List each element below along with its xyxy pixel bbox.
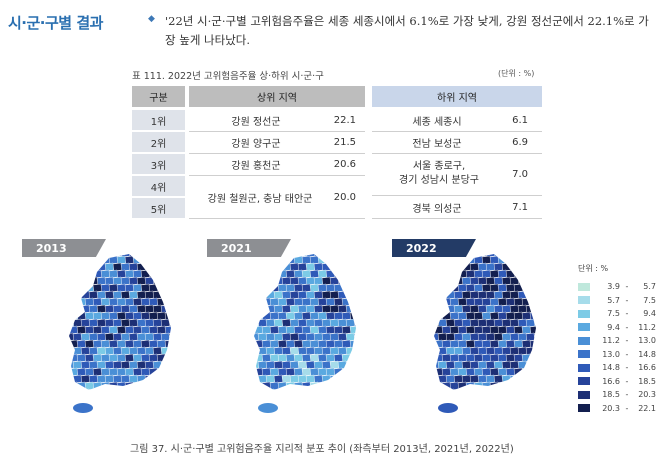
rank-cell: 5위	[132, 198, 185, 218]
legend-dash: -	[625, 363, 629, 372]
top-value: 22.1	[333, 114, 356, 126]
top-region: 강원 양구군	[231, 138, 281, 150]
top-region: 강원 정선군	[231, 116, 281, 128]
top-value: 20.0	[333, 191, 356, 203]
legend-dash: -	[625, 336, 629, 345]
legend-from: 18.5	[602, 390, 620, 399]
bottom-value: 6.1	[512, 114, 528, 126]
legend-item: 11.2-13.0	[578, 335, 656, 346]
legend-dash: -	[625, 390, 629, 399]
legend-to: 16.6	[638, 363, 656, 372]
legend-from: 9.4	[607, 322, 620, 332]
legend-to: 18.5	[638, 376, 656, 386]
legend-from: 20.3	[602, 403, 620, 413]
top-value: 21.5	[333, 136, 356, 148]
legend-dash: -	[625, 349, 629, 359]
bottom-region: 전남 보성군	[412, 138, 462, 150]
legend-swatch	[578, 282, 590, 291]
legend-item: 13.0-14.8	[578, 349, 656, 360]
legend-swatch	[578, 377, 590, 385]
bottom-value: 7.1	[512, 202, 528, 213]
summary-text: '22년 시·군·구별 고위험음주율은 세종 세종시에서 6.1%로 가장 낮게…	[165, 14, 649, 47]
rank-cell: 4위	[132, 176, 185, 196]
legend-from: 7.5	[607, 309, 620, 318]
legend-swatch	[578, 350, 590, 358]
top-region: 강원 홍천군	[231, 160, 281, 172]
legend-swatch	[578, 296, 590, 304]
legend-swatch	[578, 404, 590, 412]
legend-item: 3.9- 5.7	[578, 281, 656, 292]
bullet-diamond-icon: ◆	[148, 14, 155, 24]
top-region: 강원 철원군, 충남 태안군	[207, 193, 313, 205]
legend-to: 22.1	[638, 403, 656, 413]
ranking-table: 구분 상위 지역 하위 지역 1위 2위 3위 4위 5위 강원 정선군 22.…	[132, 86, 542, 219]
figure-caption: 그림 37. 시·군·구별 고위험음주율 지리적 분포 추이 (좌측부터 201…	[130, 444, 514, 455]
year-tab-2022: 2022	[392, 239, 476, 257]
legend-item: 7.5- 9.4	[578, 308, 656, 319]
bottom-region: 세종 세종시	[412, 116, 462, 128]
legend-dash: -	[625, 282, 629, 291]
table-unit: (단위 : %)	[498, 69, 535, 78]
section-title: 시·군·구별 결과	[8, 14, 103, 32]
legend-dash: -	[625, 376, 629, 386]
legend-from: 3.9	[607, 282, 620, 291]
top-value: 20.6	[333, 158, 356, 170]
legend-swatch	[578, 363, 590, 372]
header-top: 상위 지역	[189, 86, 365, 107]
legend-from: 13.0	[602, 349, 620, 359]
bottom-value: 6.9	[512, 136, 528, 148]
legend-swatch	[578, 309, 590, 318]
legend-to: 11.2	[638, 322, 656, 332]
legend-from: 16.6	[602, 376, 620, 386]
legend-to: 13.0	[638, 336, 656, 345]
rank-cell: 2위	[132, 132, 185, 152]
bottom-region: 경북 의성군	[412, 204, 462, 215]
legend-swatch	[578, 336, 590, 345]
legend-from: 5.7	[607, 295, 620, 305]
korea-map-2022	[434, 254, 536, 413]
legend-from: 11.2	[602, 336, 620, 345]
legend-item: 16.6-18.5	[578, 376, 656, 387]
korea-map-2013	[69, 254, 171, 413]
bottom-value: 7.0	[512, 168, 528, 180]
legend-dash: -	[625, 322, 629, 332]
legend-unit: 단위 : %	[578, 264, 609, 273]
legend-item: 20.3-22.1	[578, 403, 656, 414]
legend-to: 7.5	[643, 295, 656, 305]
legend-item: 18.5-20.3	[578, 389, 656, 400]
legend-dash: -	[625, 403, 629, 413]
legend-swatch	[578, 390, 590, 399]
legend-to: 9.4	[643, 309, 656, 318]
year-tab-2013: 2013	[22, 239, 106, 257]
rank-cell: 3위	[132, 154, 185, 174]
legend-dash: -	[625, 309, 629, 318]
legend-from: 14.8	[602, 363, 620, 372]
table-caption: 표 111. 2022년 고위험음주율 상·하위 시·군·구	[132, 71, 324, 82]
legend-dash: -	[625, 295, 629, 305]
legend-to: 14.8	[638, 349, 656, 359]
legend-to: 20.3	[638, 390, 656, 399]
legend-item: 14.8-16.6	[578, 362, 656, 373]
legend-item: 5.7- 7.5	[578, 295, 656, 306]
korea-map-2021	[254, 254, 356, 413]
rank-cell: 1위	[132, 110, 185, 130]
legend-item: 9.4-11.2	[578, 322, 656, 333]
legend-swatch	[578, 323, 590, 331]
year-tab-2021: 2021	[207, 239, 291, 257]
legend-to: 5.7	[643, 282, 656, 291]
bottom-region: 서울 종로구, 경기 성남시 분당구	[399, 161, 479, 186]
header-rank: 구분	[132, 86, 185, 107]
header-bottom: 하위 지역	[372, 86, 542, 107]
